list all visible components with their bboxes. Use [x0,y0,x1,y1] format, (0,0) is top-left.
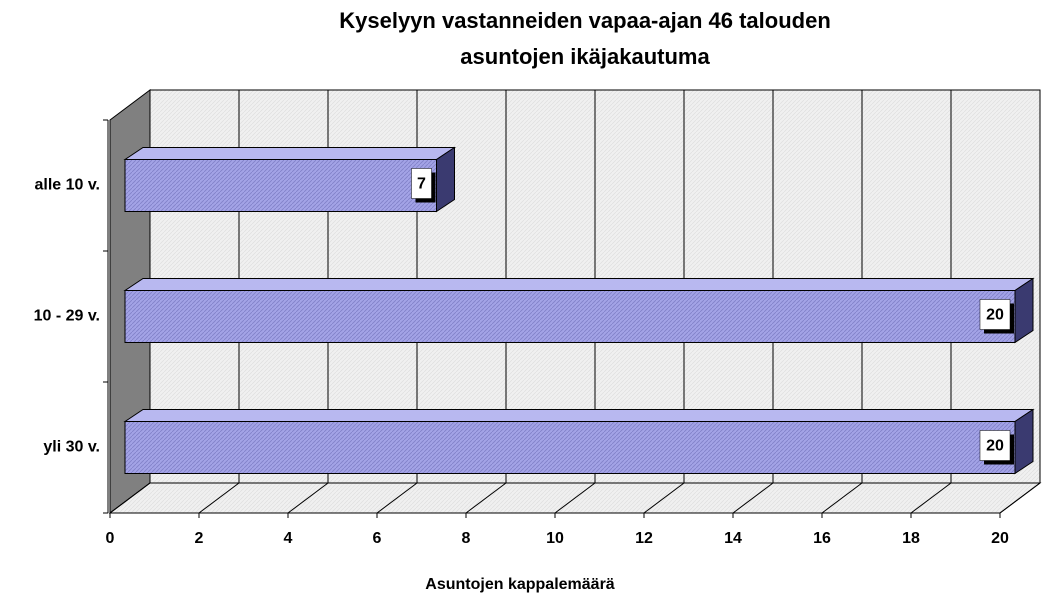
data-label-box [411,168,432,199]
data-label-box [979,299,1011,330]
x-tick-label: 16 [813,530,831,547]
grid-line [821,482,863,514]
grid-line [554,482,596,514]
x-tick-label: 2 [195,530,204,547]
x-tick-label: 10 [546,530,564,547]
bar-top [123,409,1035,422]
data-label: 7 [417,176,426,193]
x-axis-label: Asuntojen kappalemäärä [425,576,615,593]
grid-line [732,482,774,514]
grid-line [465,482,507,514]
grid-line [999,482,1041,514]
chart-title: asuntojen ikäjakautuma [460,44,710,69]
bar-side [1014,277,1034,344]
x-tick-label: 20 [991,530,1009,547]
y-tick-label: yli 30 v. [43,439,100,456]
grid-line [376,482,418,514]
x-tick-label: 4 [284,530,293,547]
x-tick-label: 18 [902,530,920,547]
grid-line [910,482,952,514]
x-tick-label: 8 [462,530,471,547]
x-tick-label: 12 [635,530,653,547]
chart-title: Kyselyyn vastanneiden vapaa-ajan 46 talo… [339,8,831,33]
data-label: 20 [986,307,1004,324]
x-tick-label: 6 [373,530,382,547]
bar-side [436,146,455,213]
grid-line [643,482,685,514]
bar-side [1014,408,1034,475]
bar [124,159,437,212]
y-tick-label: 10 - 29 v. [34,308,100,325]
grid-line [198,482,240,514]
grid-line [109,482,151,514]
bar-top [123,278,1035,291]
x-tick-label: 14 [724,530,742,547]
grid-line [287,482,329,514]
data-label: 20 [986,438,1004,455]
y-tick-label: alle 10 v. [34,177,100,194]
bar [124,290,1016,343]
bar [124,421,1016,474]
x-tick-label: 0 [106,530,115,547]
bar-top [123,147,457,160]
data-label-box [979,430,1011,461]
